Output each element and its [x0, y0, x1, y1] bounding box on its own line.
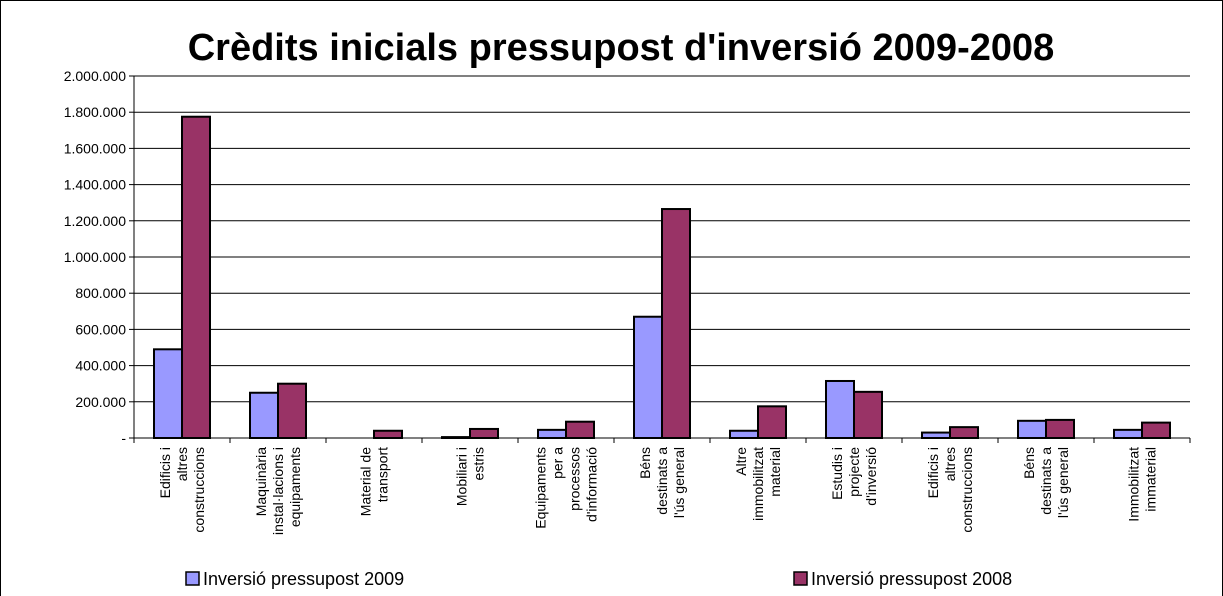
- x-category-label: equipaments: [287, 447, 303, 527]
- x-category-label: Altre: [733, 447, 749, 476]
- x-category-label: d'informació: [584, 447, 600, 522]
- y-axis-tick-labels: - 200.000 400.000 600.000 800.000 1.000.000 1.…: [64, 68, 127, 446]
- x-category-label: construccions: [191, 447, 207, 533]
- bar-2008: [661, 208, 691, 439]
- legend: Inversió pressupost 2009 Inversió pressup…: [185, 569, 1012, 589]
- bar-2009: [153, 348, 183, 439]
- bar-2009: [633, 315, 663, 440]
- y-tick-label: 2.000.000: [64, 68, 126, 84]
- bar-2009: [729, 429, 759, 440]
- y-tick-label: 200.000: [75, 394, 126, 410]
- y-tick-label: 400.000: [75, 358, 126, 374]
- bar-2009: [1017, 419, 1047, 439]
- bar-2008: [469, 427, 499, 440]
- y-tick-label: -: [121, 430, 126, 446]
- legend-label: Inversió pressupost 2009: [203, 569, 404, 589]
- bar-2008: [373, 429, 403, 440]
- x-category-label: Estudis i: [829, 447, 845, 500]
- bar-2008: [277, 382, 307, 440]
- bar-2008: [853, 390, 883, 439]
- x-category-label: Mobiliari i: [454, 447, 470, 506]
- y-tick-label: 1.600.000: [64, 140, 126, 156]
- bar-2008: [1045, 418, 1075, 439]
- x-category-label: Béns: [1021, 447, 1037, 479]
- x-category-label: destinats a: [654, 447, 670, 515]
- x-category-label: instal·lacions i: [270, 447, 286, 535]
- bar-2008: [181, 115, 211, 439]
- bar-2008: [1141, 421, 1171, 439]
- x-category-label: Edificis i: [157, 447, 173, 498]
- axes: [129, 75, 1191, 443]
- legend-swatch: [185, 571, 200, 586]
- x-category-label: immaterial: [1143, 447, 1159, 512]
- x-category-label: projecte: [846, 447, 862, 497]
- x-category-label: per a: [550, 447, 566, 479]
- y-tick-label: 1.800.000: [64, 104, 126, 120]
- x-category-label: l'ús general: [1055, 447, 1071, 518]
- bars: [153, 115, 1171, 440]
- x-category-label: altres: [942, 447, 958, 481]
- x-category-label: immobilitzat: [750, 447, 766, 521]
- chart-title: Crèdits inicials pressupost d'inversió 2…: [188, 27, 1055, 69]
- legend-label: Inversió pressupost 2008: [811, 569, 1012, 589]
- y-tick-label: 600.000: [75, 321, 126, 337]
- x-category-label: Maquinària: [253, 447, 269, 516]
- bar-2009: [921, 431, 951, 440]
- x-category-label: l'ús general: [671, 447, 687, 518]
- x-category-label: d'inversió: [863, 447, 879, 506]
- bar-2008: [565, 420, 595, 439]
- y-tick-label: 1.000.000: [64, 249, 126, 265]
- x-category-label: processos: [567, 447, 583, 511]
- bar-2008: [949, 426, 979, 440]
- x-category-label: Material de: [358, 447, 374, 516]
- bar-2009: [825, 379, 855, 439]
- x-category-label: Immobilitzat: [1126, 447, 1142, 522]
- legend-swatch: [793, 571, 808, 586]
- x-category-label: Béns: [637, 447, 653, 479]
- x-category-label: destinats a: [1038, 447, 1054, 515]
- x-category-label: altres: [174, 447, 190, 481]
- x-category-label: Edificis i: [925, 447, 941, 498]
- x-category-label: material: [767, 447, 783, 497]
- x-category-label: Equipaments: [533, 447, 549, 529]
- x-category-label: estris: [471, 447, 487, 480]
- x-axis-category-labels: Edificis i altres construccions Maquinària i…: [157, 447, 1159, 535]
- bar-2008: [757, 405, 787, 440]
- x-category-label: transport: [375, 447, 391, 502]
- bar-2009: [537, 428, 567, 440]
- y-tick-label: 1.400.000: [64, 177, 126, 193]
- x-category-label: construccions: [959, 447, 975, 533]
- y-tick-label: 800.000: [75, 285, 126, 301]
- bar-2009: [249, 391, 279, 439]
- bar-2009: [1113, 428, 1143, 440]
- y-tick-label: 1.200.000: [64, 213, 126, 229]
